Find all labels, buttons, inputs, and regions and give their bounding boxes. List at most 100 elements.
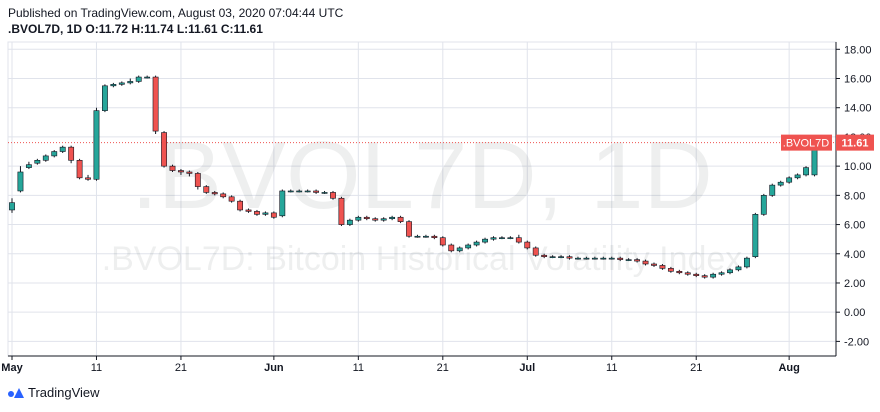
ohlc-legend: .BVOL7D, 1D O:11.72 H:11.74 L:11.61 C:11…	[8, 22, 263, 36]
candle-body	[651, 263, 657, 266]
candle-body	[380, 218, 387, 221]
candle-body	[422, 235, 429, 238]
y-tick-label: 8.00	[844, 190, 865, 202]
candle-body	[178, 170, 184, 173]
candle-body	[769, 184, 776, 196]
candle-body	[203, 186, 210, 193]
candle-body	[667, 268, 674, 272]
candle-body	[794, 174, 801, 179]
high-value: 11.74	[144, 22, 174, 36]
candle-body	[186, 171, 193, 174]
x-tick-label: 21	[437, 362, 449, 374]
candle-body	[194, 173, 201, 187]
candle-body	[397, 216, 404, 222]
x-tick-label: 11	[91, 362, 102, 374]
candle-body	[279, 190, 286, 217]
last-price-tag	[836, 134, 874, 151]
candle-body	[152, 76, 159, 132]
candle-body	[68, 146, 75, 161]
candle-body	[710, 273, 717, 278]
candle-body	[583, 257, 590, 260]
candle-body	[676, 270, 683, 274]
candle-body	[262, 212, 269, 215]
close-label: C:	[220, 22, 234, 36]
candle-body	[659, 265, 666, 269]
candle-body	[786, 177, 793, 183]
candle-body	[254, 211, 260, 215]
watermark-symbol: .BVOL7D, 1D	[131, 122, 713, 229]
candle-body	[727, 269, 733, 274]
candle-body	[169, 165, 176, 171]
candle-body	[634, 259, 641, 262]
x-tick-label: 21	[175, 362, 187, 374]
candle-body	[135, 76, 142, 82]
candle-body	[532, 247, 539, 256]
candle-body	[296, 190, 303, 193]
last-price-label: 11.61	[842, 138, 869, 150]
candle-body	[456, 247, 463, 252]
candle-body	[363, 216, 370, 220]
candle-body	[558, 256, 564, 258]
candle-body	[439, 237, 446, 246]
candle-body	[803, 167, 809, 176]
x-tick-label: May	[1, 362, 23, 374]
y-tick-label: 6.00	[844, 220, 865, 232]
candle-body	[575, 257, 581, 260]
candle-body	[760, 195, 767, 215]
candle-body	[76, 159, 83, 179]
candle-body	[245, 209, 252, 212]
candle-body	[389, 216, 396, 220]
candle-body	[684, 272, 691, 275]
candle-body	[118, 82, 125, 85]
candle-body	[414, 235, 421, 238]
candle-body	[93, 110, 100, 180]
candle-body	[591, 257, 598, 260]
candle-body	[270, 212, 277, 218]
candle-body	[482, 238, 488, 243]
candle-body	[566, 256, 573, 259]
candle-body	[600, 257, 607, 260]
candle-body	[473, 241, 480, 246]
candle-body	[515, 237, 522, 243]
low-value: 11.61	[188, 22, 218, 36]
candle-body	[541, 254, 548, 257]
x-tick-label: Jul	[519, 362, 535, 374]
candle-body	[524, 241, 531, 249]
candle-body	[642, 260, 649, 265]
tradingview-logo-icon	[8, 387, 24, 398]
candle-body	[42, 155, 49, 161]
candle-body	[752, 214, 759, 257]
y-tick-label: -2.00	[844, 336, 869, 348]
published-caption: Published on TradingView.com, August 03,…	[8, 6, 344, 20]
low-label: L:	[176, 22, 189, 36]
y-tick-label: 14.00	[844, 103, 872, 115]
candle-body	[625, 259, 632, 261]
x-tick-label: 21	[690, 362, 702, 374]
candle-body	[330, 192, 336, 199]
candle-body	[777, 181, 784, 186]
y-tick-label: 18.00	[844, 44, 872, 56]
candle-body	[321, 192, 328, 194]
candle-body	[355, 216, 362, 221]
candle-body	[287, 190, 294, 193]
watermark-description: .BVOL7D: Bitcoin Historical Volatility I…	[102, 240, 743, 278]
candle-body	[743, 257, 750, 268]
candle-body	[549, 256, 556, 258]
symbol-tag-label: .BVOL7D	[783, 138, 830, 150]
candle-body	[735, 266, 742, 271]
candle-body	[220, 193, 227, 198]
candle-body	[465, 244, 472, 249]
y-tick-label: 16.00	[844, 74, 872, 86]
open-label: O:	[85, 22, 99, 36]
candle-body	[701, 275, 708, 278]
candle-body	[9, 202, 15, 211]
candle-body	[144, 76, 151, 79]
candle-body	[102, 85, 108, 111]
candle-body	[161, 132, 167, 167]
candle-body	[17, 171, 24, 192]
candle-body	[127, 81, 134, 84]
candle-body	[346, 219, 353, 225]
candle-body	[693, 273, 700, 276]
candle-body	[406, 221, 412, 237]
